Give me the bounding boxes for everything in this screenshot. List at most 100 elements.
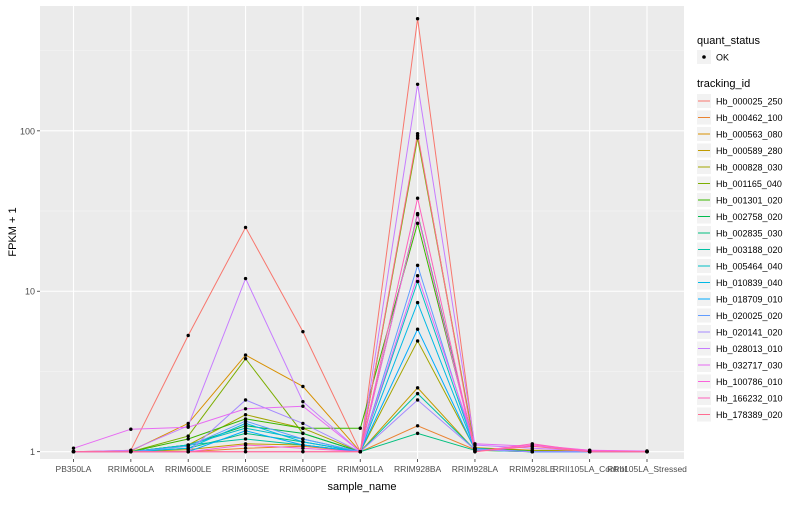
data-point: [301, 426, 305, 430]
legend-label-series: Hb_001301_020: [716, 196, 783, 206]
legend-label-series: Hb_032717_030: [716, 361, 783, 371]
data-point: [415, 131, 420, 136]
x-tick-label: PB350LA: [56, 464, 92, 474]
data-point: [645, 449, 649, 454]
grid-major: [40, 6, 684, 459]
data-point: [415, 136, 420, 140]
grid-minor: [40, 50, 684, 372]
legend-label-series: Hb_000563_080: [716, 130, 783, 140]
data-point: [243, 431, 248, 436]
data-point: [243, 426, 248, 430]
data-point: [243, 443, 248, 447]
legend-quant-entries: OK: [697, 50, 729, 64]
data-point: [301, 446, 305, 450]
data-point: [243, 429, 248, 433]
x-tick-label: RRIM600SE: [222, 464, 270, 474]
x-axis: PB350LA RRIM600LA RRIM600LE RRIM600SE RRIM60…: [56, 459, 687, 474]
data-point: [243, 353, 248, 357]
x-tick-label: RRIM928BA: [394, 464, 442, 474]
legend-title-quant-status: quant_status: [697, 35, 760, 47]
y-axis: 1 10 100: [20, 126, 40, 457]
data-point: [301, 421, 305, 426]
data-point: [358, 426, 362, 430]
x-axis-title: sample_name: [327, 481, 396, 493]
data-point: [530, 442, 534, 446]
data-point: [530, 449, 534, 454]
data-point: [186, 425, 190, 429]
x-tick-label: RRIM928LA: [452, 464, 499, 474]
data-point: [301, 404, 305, 408]
data-point: [301, 431, 305, 436]
data-point: [301, 440, 305, 444]
data-point: [415, 279, 420, 284]
data-point: [243, 225, 248, 230]
legend-label-series: Hb_005464_040: [716, 262, 783, 272]
data-point: [530, 444, 534, 448]
data-point: [301, 329, 305, 334]
data-point: [243, 412, 248, 417]
legend-label-series: Hb_000589_280: [716, 146, 783, 156]
data-point: [473, 449, 477, 454]
y-axis-title: FPKM + 1: [7, 207, 19, 256]
data-point: [243, 437, 248, 441]
legend-series-entries: Hb_000025_250 Hb_000462_100 Hb_000563_080 H…: [697, 94, 783, 422]
x-tick-label: RRII105LA_Stressed: [607, 464, 687, 474]
data-point: [415, 431, 420, 436]
data-point: [415, 17, 420, 21]
legend-label-quant-status: OK: [716, 53, 729, 63]
legend-label-series: Hb_100786_010: [716, 377, 783, 387]
data-point: [186, 444, 190, 448]
data-point: [71, 449, 76, 454]
legend-label-series: Hb_003188_020: [716, 245, 783, 255]
data-point: [415, 339, 420, 343]
data-point: [243, 407, 248, 411]
data-point: [415, 213, 420, 217]
data-point: [243, 356, 248, 361]
legend-label-series: Hb_000828_030: [716, 163, 783, 173]
y-tick-label: 1: [30, 447, 35, 457]
data-point: [415, 386, 420, 390]
data-point: [415, 327, 420, 331]
data-point: [415, 82, 420, 87]
legend-title-tracking-id: tracking_id: [697, 78, 750, 90]
legend-label-series: Hb_002758_020: [716, 212, 783, 222]
x-tick-label: RRIM901LA: [337, 464, 384, 474]
data-point: [301, 399, 305, 404]
data-point: [415, 263, 420, 268]
data-point: [71, 446, 76, 450]
legend-label-series: Hb_020025_020: [716, 311, 783, 321]
legend-label-series: Hb_000025_250: [716, 97, 783, 107]
data-point: [301, 449, 305, 454]
legend-label-series: Hb_178389_020: [716, 410, 783, 420]
data-point: [243, 449, 248, 454]
data-point: [186, 421, 190, 426]
legend-label-series: Hb_002835_030: [716, 229, 783, 239]
data-point: [243, 446, 248, 450]
data-point: [301, 443, 305, 447]
data-point: [186, 434, 190, 438]
data-point: [415, 300, 420, 305]
y-tick-label: 10: [25, 287, 35, 297]
data-point: [129, 449, 133, 454]
data-point: [415, 398, 420, 402]
legend-key-point: [702, 55, 706, 59]
data-point: [301, 437, 305, 441]
data-point: [243, 276, 248, 281]
x-tick-label: RRIM600LA: [108, 464, 155, 474]
data-point: [186, 449, 190, 454]
data-point: [415, 196, 420, 200]
data-point: [415, 391, 420, 396]
x-tick-label: RRIM928LE: [509, 464, 556, 474]
legend-label-series: Hb_166232_010: [716, 394, 783, 404]
data-point: [129, 427, 133, 431]
x-tick-label: RRIM600LE: [165, 464, 212, 474]
legend: quant_status OK tracking_id Hb_000025_25…: [697, 35, 783, 422]
legend-label-series: Hb_020141_020: [716, 328, 783, 338]
data-point: [415, 273, 420, 278]
x-tick-label: RRII105LA_Control: [553, 464, 627, 474]
data-point: [301, 384, 305, 389]
data-point: [358, 449, 362, 454]
plot-panel: [40, 6, 684, 459]
